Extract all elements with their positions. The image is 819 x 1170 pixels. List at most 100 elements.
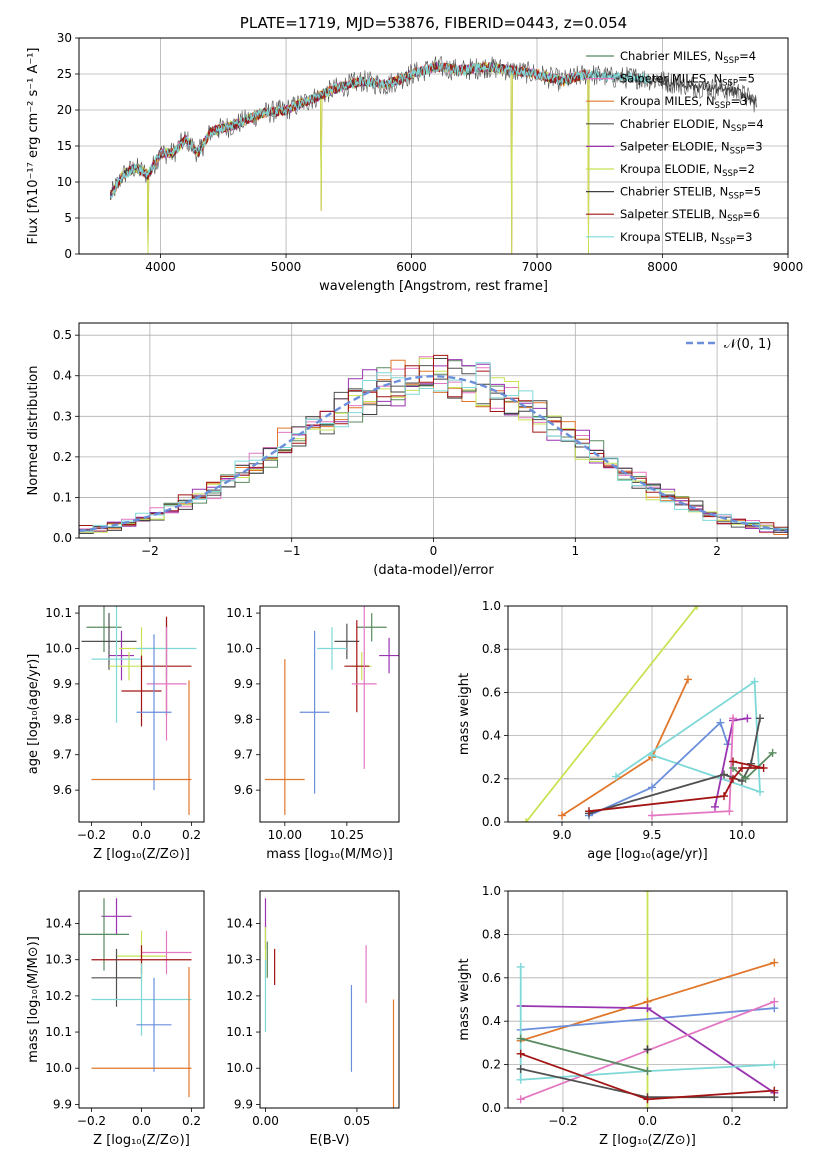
mass_vs_ebv-xtick-label: 0.05 — [344, 1114, 371, 1128]
legend-entry: Kroupa ELODIE, NSSP=2 — [620, 162, 755, 179]
weight_vs_Z-xtick-label: −0.2 — [548, 1114, 577, 1128]
weight_vs_age-xtick-label: 9.5 — [642, 828, 661, 842]
mass_vs_Z-xlabel: Z [log₁₀(Z/Z⊙)] — [93, 1133, 190, 1148]
errorbar-point — [299, 630, 330, 794]
mass_vs_Z-ytick-label: 10.2 — [45, 989, 72, 1003]
spectrum-xlabel: wavelength [Angstrom, rest frame] — [319, 279, 548, 294]
spectrum-series-line — [109, 61, 650, 199]
legend-entry: 𝒩(0, 1) — [724, 337, 771, 352]
age_vs_mass-ytick-label: 9.9 — [234, 677, 253, 691]
spectrum-xtick-label: 7000 — [522, 260, 553, 274]
weight-series — [612, 677, 764, 796]
weight_vs_Z-ytick-label: 0.2 — [482, 1058, 501, 1072]
spectrum-ytick-label: 25 — [57, 67, 72, 81]
axes-frame — [507, 605, 788, 823]
mass_vs_Z-ylabel: mass [log₁₀(M/M⊙)] — [26, 936, 41, 1063]
age_vs_Z-ytick-label: 9.9 — [53, 677, 72, 691]
axes-frame — [78, 322, 789, 539]
errorbar-point — [109, 630, 134, 681]
age_vs_Z-xtick-label: 0.0 — [132, 828, 151, 842]
mass_vs_ebv-ytick-label: 9.9 — [234, 1097, 253, 1111]
spectrum-ytick-label: 5 — [64, 211, 72, 225]
residuals-ytick-label: 0.5 — [53, 328, 72, 342]
legend-entry: Salpeter MILES, NSSP=5 — [620, 72, 755, 89]
spectrum-xtick-label: 8000 — [647, 260, 678, 274]
mass_vs_Z-ytick-label: 10.3 — [45, 953, 72, 967]
weight_vs_age-ytick-label: 0.0 — [482, 815, 501, 829]
weight_vs_age-ytick-label: 0.6 — [482, 685, 501, 699]
histogram-step — [79, 362, 788, 532]
weight_vs_Z-xlabel: Z [log₁₀(Z/Z⊙)] — [599, 1133, 696, 1148]
age_vs_Z-ytick-label: 9.6 — [53, 783, 72, 797]
residuals-ytick-label: 0.4 — [53, 369, 72, 383]
mass_vs_ebv-ytick-label: 10.4 — [226, 917, 253, 931]
weight_vs_Z-ytick-label: 1.0 — [482, 884, 501, 898]
residuals-axes: −2 −1 0 1 2 0.0 0.1 0.2 0.3 0.4 0.5 (data-model)/er… — [26, 323, 788, 578]
mass_vs_Z-ytick-label: 10.0 — [45, 1061, 72, 1075]
axes-frame — [78, 605, 205, 823]
residuals-xtick-label: 1 — [571, 544, 579, 558]
errorbar-point — [121, 655, 162, 727]
axes-frame — [259, 605, 400, 823]
axes-frame — [507, 890, 788, 1109]
residuals-xlabel: (data-model)/error — [373, 563, 494, 578]
spectrum-axes: 4000 5000 6000 7000 8000 9000 0 5 10 15 20 25 30 wave… — [26, 31, 803, 294]
errorbar-point — [136, 977, 172, 1072]
mass_vs_ebv-ytick-label: 10.1 — [226, 1025, 253, 1039]
weight-series — [729, 748, 777, 783]
spectrum-xtick-label: 9000 — [773, 260, 804, 274]
age_vs_mass-ytick-label: 10.0 — [226, 641, 253, 655]
weight-series — [516, 1049, 779, 1104]
legend-entry: Chabrier STELIB, NSSP=5 — [620, 185, 761, 202]
residuals-xtick-label: −2 — [141, 544, 159, 558]
axes-frame — [259, 890, 400, 1109]
age_vs_mass-ytick-label: 10.1 — [226, 606, 253, 620]
spectrum-xtick-label: 5000 — [271, 260, 302, 274]
weight_vs_age-xtick-label: 9.0 — [552, 828, 571, 842]
age_vs_Z-ytick-label: 9.8 — [53, 712, 72, 726]
weight-series — [585, 718, 732, 820]
axes-frame — [78, 37, 789, 255]
errorbar-point — [379, 637, 399, 674]
legend-entry: Kroupa STELIB, NSSP=3 — [620, 230, 752, 247]
age_vs_Z-ytick-label: 10.0 — [45, 641, 72, 655]
mass_vs_Z-xtick-label: 0.2 — [182, 1114, 201, 1128]
age_vs_mass-xtick-label: 10.00 — [268, 828, 302, 842]
weight-series — [648, 714, 737, 820]
age_vs_Z-ytick-label: 10.1 — [45, 606, 72, 620]
errorbar-point — [317, 627, 347, 670]
errorbar-point — [91, 606, 142, 723]
residuals-ytick-label: 0.2 — [53, 450, 72, 464]
legend-entry: Chabrier ELODIE, NSSP=4 — [620, 117, 764, 134]
weight_vs_Z-ytick-label: 0.6 — [482, 971, 501, 985]
residuals-ylabel: Normed distribution — [26, 366, 41, 496]
age_vs_mass-axes: 10.00 10.25 9.6 9.7 9.8 9.9 10.0 10.1 mass [log₁… — [226, 606, 399, 862]
mass_vs_ebv-ytick-label: 10.0 — [226, 1061, 253, 1075]
residuals-xtick-label: 2 — [713, 544, 721, 558]
weight_vs_Z-ytick-label: 0.0 — [482, 1101, 501, 1115]
axes-frame — [78, 890, 205, 1109]
mass_vs_Z-ytick-label: 10.4 — [45, 917, 72, 931]
weight_vs_Z-ytick-label: 0.8 — [482, 927, 501, 941]
spectrum-ytick-label: 10 — [57, 175, 72, 189]
errorbar-point — [136, 634, 172, 791]
weight_vs_age-ytick-label: 1.0 — [482, 599, 501, 613]
mass_vs_Z-axes: −0.2 0.0 0.2 9.9 10.0 10.1 10.2 10.3 10.4 Z [log₁… — [26, 891, 204, 1148]
mass_vs_Z-ytick-label: 9.9 — [53, 1097, 72, 1111]
weight_vs_age-ytick-label: 0.4 — [482, 729, 501, 743]
weight_vs_Z-ylabel: mass weight — [457, 958, 472, 1040]
age_vs_Z-xtick-label: 0.2 — [182, 828, 201, 842]
errorbar-point — [146, 627, 187, 741]
errorbar-point — [141, 930, 192, 975]
errorbar-point — [344, 620, 370, 713]
age_vs_Z-xtick-label: −0.2 — [77, 828, 106, 842]
age_vs_mass-ytick-label: 9.6 — [234, 783, 253, 797]
errorbar-point — [81, 613, 137, 670]
legend-entry: Salpeter ELODIE, NSSP=3 — [620, 139, 763, 156]
errorbar-point — [334, 623, 360, 660]
legend-entry: Chabrier MILES, NSSP=4 — [620, 49, 756, 66]
weight_vs_Z-xtick-label: 0.0 — [638, 1114, 657, 1128]
errorbar-point — [351, 606, 377, 769]
errorbar-point — [101, 898, 132, 935]
mass_vs_ebv-xtick-label: 0.00 — [252, 1114, 279, 1128]
